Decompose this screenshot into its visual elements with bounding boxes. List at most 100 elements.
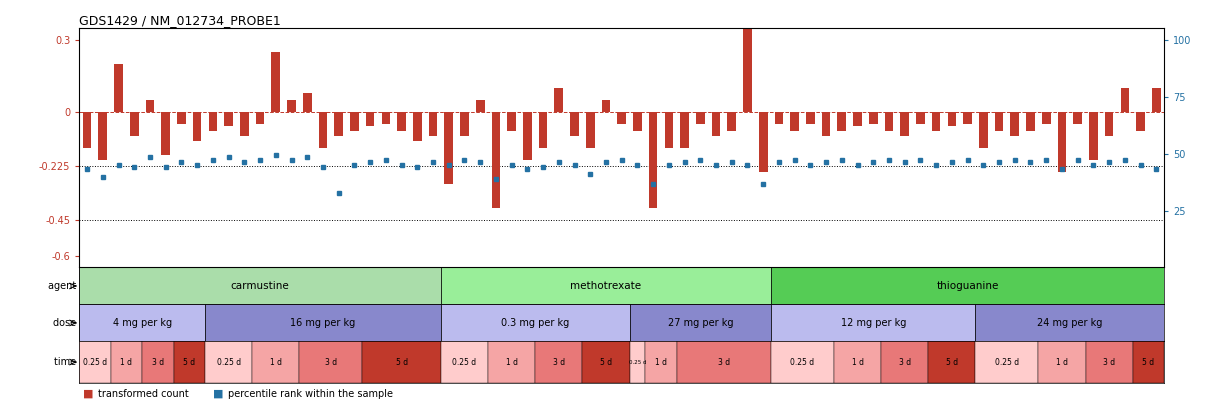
Bar: [256, 112, 265, 124]
Bar: [1086, 341, 1132, 383]
Bar: [975, 305, 1164, 341]
Bar: [205, 305, 441, 341]
Bar: [488, 341, 535, 383]
Bar: [79, 305, 205, 341]
Bar: [177, 112, 185, 124]
Bar: [834, 341, 881, 383]
Bar: [145, 100, 155, 112]
Bar: [441, 341, 488, 383]
Bar: [677, 341, 772, 383]
Text: 5 d: 5 d: [395, 358, 407, 367]
Bar: [441, 305, 629, 341]
Bar: [901, 112, 909, 136]
Bar: [853, 112, 862, 126]
Text: 0.25 d: 0.25 d: [217, 358, 240, 367]
Bar: [99, 112, 107, 160]
Text: 5 d: 5 d: [946, 358, 958, 367]
Bar: [300, 341, 362, 383]
Bar: [772, 305, 975, 341]
Bar: [1120, 88, 1129, 112]
Text: 0.25 d: 0.25 d: [995, 358, 1019, 367]
Text: 1 d: 1 d: [655, 358, 667, 367]
Text: 3 d: 3 d: [552, 358, 564, 367]
Bar: [583, 341, 629, 383]
Bar: [1152, 88, 1160, 112]
Bar: [664, 112, 673, 148]
Bar: [1039, 341, 1086, 383]
Bar: [1026, 112, 1035, 131]
Bar: [272, 52, 280, 112]
Text: dose: dose: [52, 318, 79, 328]
Bar: [586, 112, 595, 148]
Bar: [288, 100, 296, 112]
Bar: [539, 112, 547, 148]
Text: 4 mg per kg: 4 mg per kg: [112, 318, 172, 328]
Bar: [224, 112, 233, 126]
Bar: [837, 112, 846, 131]
Bar: [931, 112, 941, 131]
Bar: [869, 112, 878, 124]
Text: 1 d: 1 d: [121, 358, 133, 367]
Bar: [83, 112, 91, 148]
Bar: [696, 112, 705, 124]
Text: 3 d: 3 d: [718, 358, 730, 367]
Bar: [445, 112, 453, 184]
Bar: [79, 267, 441, 305]
Bar: [441, 267, 772, 305]
Text: 5 d: 5 d: [1142, 358, 1154, 367]
Bar: [1089, 112, 1098, 160]
Bar: [728, 112, 736, 131]
Text: 5 d: 5 d: [600, 358, 612, 367]
Bar: [963, 112, 972, 124]
Bar: [523, 112, 531, 160]
Text: ■: ■: [83, 389, 94, 399]
Bar: [366, 112, 374, 126]
Bar: [629, 341, 645, 383]
Bar: [115, 64, 123, 112]
Bar: [130, 112, 139, 136]
Bar: [629, 305, 772, 341]
Bar: [1104, 112, 1113, 136]
Bar: [334, 112, 343, 136]
Bar: [205, 341, 252, 383]
Bar: [1074, 112, 1082, 124]
Bar: [413, 112, 422, 141]
Text: 3 d: 3 d: [324, 358, 336, 367]
Text: 1 d: 1 d: [1056, 358, 1068, 367]
Bar: [744, 28, 752, 112]
Bar: [995, 112, 1003, 131]
Text: methotrexate: methotrexate: [570, 281, 641, 291]
Bar: [429, 112, 438, 136]
Bar: [491, 112, 500, 208]
Bar: [397, 112, 406, 131]
Bar: [252, 341, 300, 383]
Text: 0.25 d: 0.25 d: [790, 358, 814, 367]
Bar: [111, 341, 143, 383]
Text: time: time: [54, 357, 79, 367]
Text: GDS1429 / NM_012734_PROBE1: GDS1429 / NM_012734_PROBE1: [79, 14, 282, 27]
Bar: [680, 112, 689, 148]
Bar: [979, 112, 987, 148]
Bar: [806, 112, 814, 124]
Bar: [460, 112, 469, 136]
Bar: [161, 112, 169, 155]
Text: 0.25 d: 0.25 d: [452, 358, 477, 367]
Text: 27 mg per kg: 27 mg per kg: [668, 318, 733, 328]
Text: agent: agent: [48, 281, 79, 291]
Text: ■: ■: [213, 389, 224, 399]
Bar: [362, 341, 441, 383]
Text: 24 mg per kg: 24 mg per kg: [1037, 318, 1102, 328]
Text: 0.3 mg per kg: 0.3 mg per kg: [501, 318, 569, 328]
Bar: [1132, 341, 1164, 383]
Text: percentile rank within the sample: percentile rank within the sample: [228, 389, 393, 399]
Bar: [1042, 112, 1051, 124]
Text: 1 d: 1 d: [269, 358, 282, 367]
Bar: [302, 93, 312, 112]
Text: 3 d: 3 d: [152, 358, 163, 367]
Bar: [79, 341, 111, 383]
Bar: [772, 341, 834, 383]
Bar: [318, 112, 327, 148]
Bar: [772, 267, 1164, 305]
Bar: [617, 112, 627, 124]
Bar: [947, 112, 956, 126]
